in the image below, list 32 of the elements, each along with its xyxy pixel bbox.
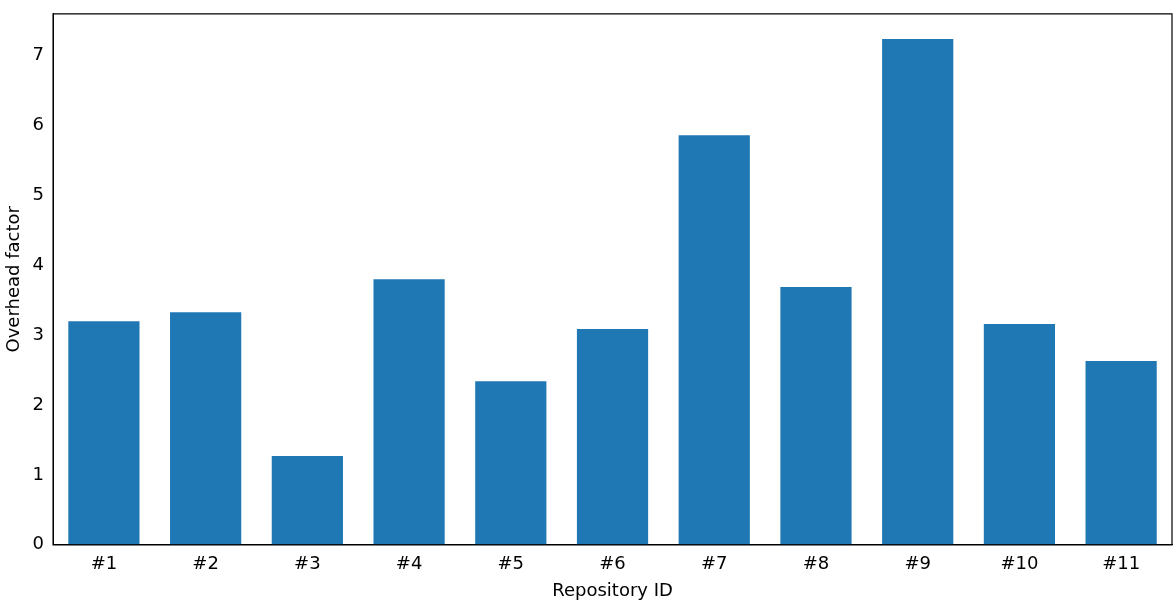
x-tick-label: #6 <box>599 552 626 574</box>
x-axis-title: Repository ID <box>552 578 673 600</box>
x-tick-label: #3 <box>294 552 321 574</box>
y-tick-label: 6 <box>32 113 45 135</box>
x-tick-label: #2 <box>192 552 219 574</box>
y-tick-label: 2 <box>32 392 45 414</box>
x-tick-label: #8 <box>802 552 830 574</box>
bar <box>373 279 445 545</box>
x-tick-label: #10 <box>1000 552 1039 574</box>
y-axis-title: Overhead factor <box>2 205 24 353</box>
y-tick-label: 1 <box>32 462 45 484</box>
bar <box>271 456 343 545</box>
bar <box>475 381 547 545</box>
x-tick-label: #9 <box>904 552 931 574</box>
x-tick-label: #7 <box>700 552 728 574</box>
x-tick-label: #4 <box>395 552 423 574</box>
y-tick-label: 5 <box>32 183 45 205</box>
bar <box>678 135 750 545</box>
bar <box>983 324 1056 545</box>
y-tick-label: 7 <box>32 43 45 65</box>
bar <box>68 321 140 545</box>
x-tick-label: #1 <box>90 552 118 574</box>
y-tick-label: 4 <box>32 253 45 274</box>
y-tick-label: 0 <box>32 532 45 554</box>
bar <box>780 286 852 545</box>
x-tick-label: #11 <box>1102 552 1141 574</box>
y-tick-label: 3 <box>32 322 45 344</box>
bar <box>170 312 242 545</box>
x-tick-label: #5 <box>497 552 525 574</box>
bar <box>576 328 649 545</box>
bar <box>882 38 954 545</box>
bar <box>1085 361 1157 545</box>
